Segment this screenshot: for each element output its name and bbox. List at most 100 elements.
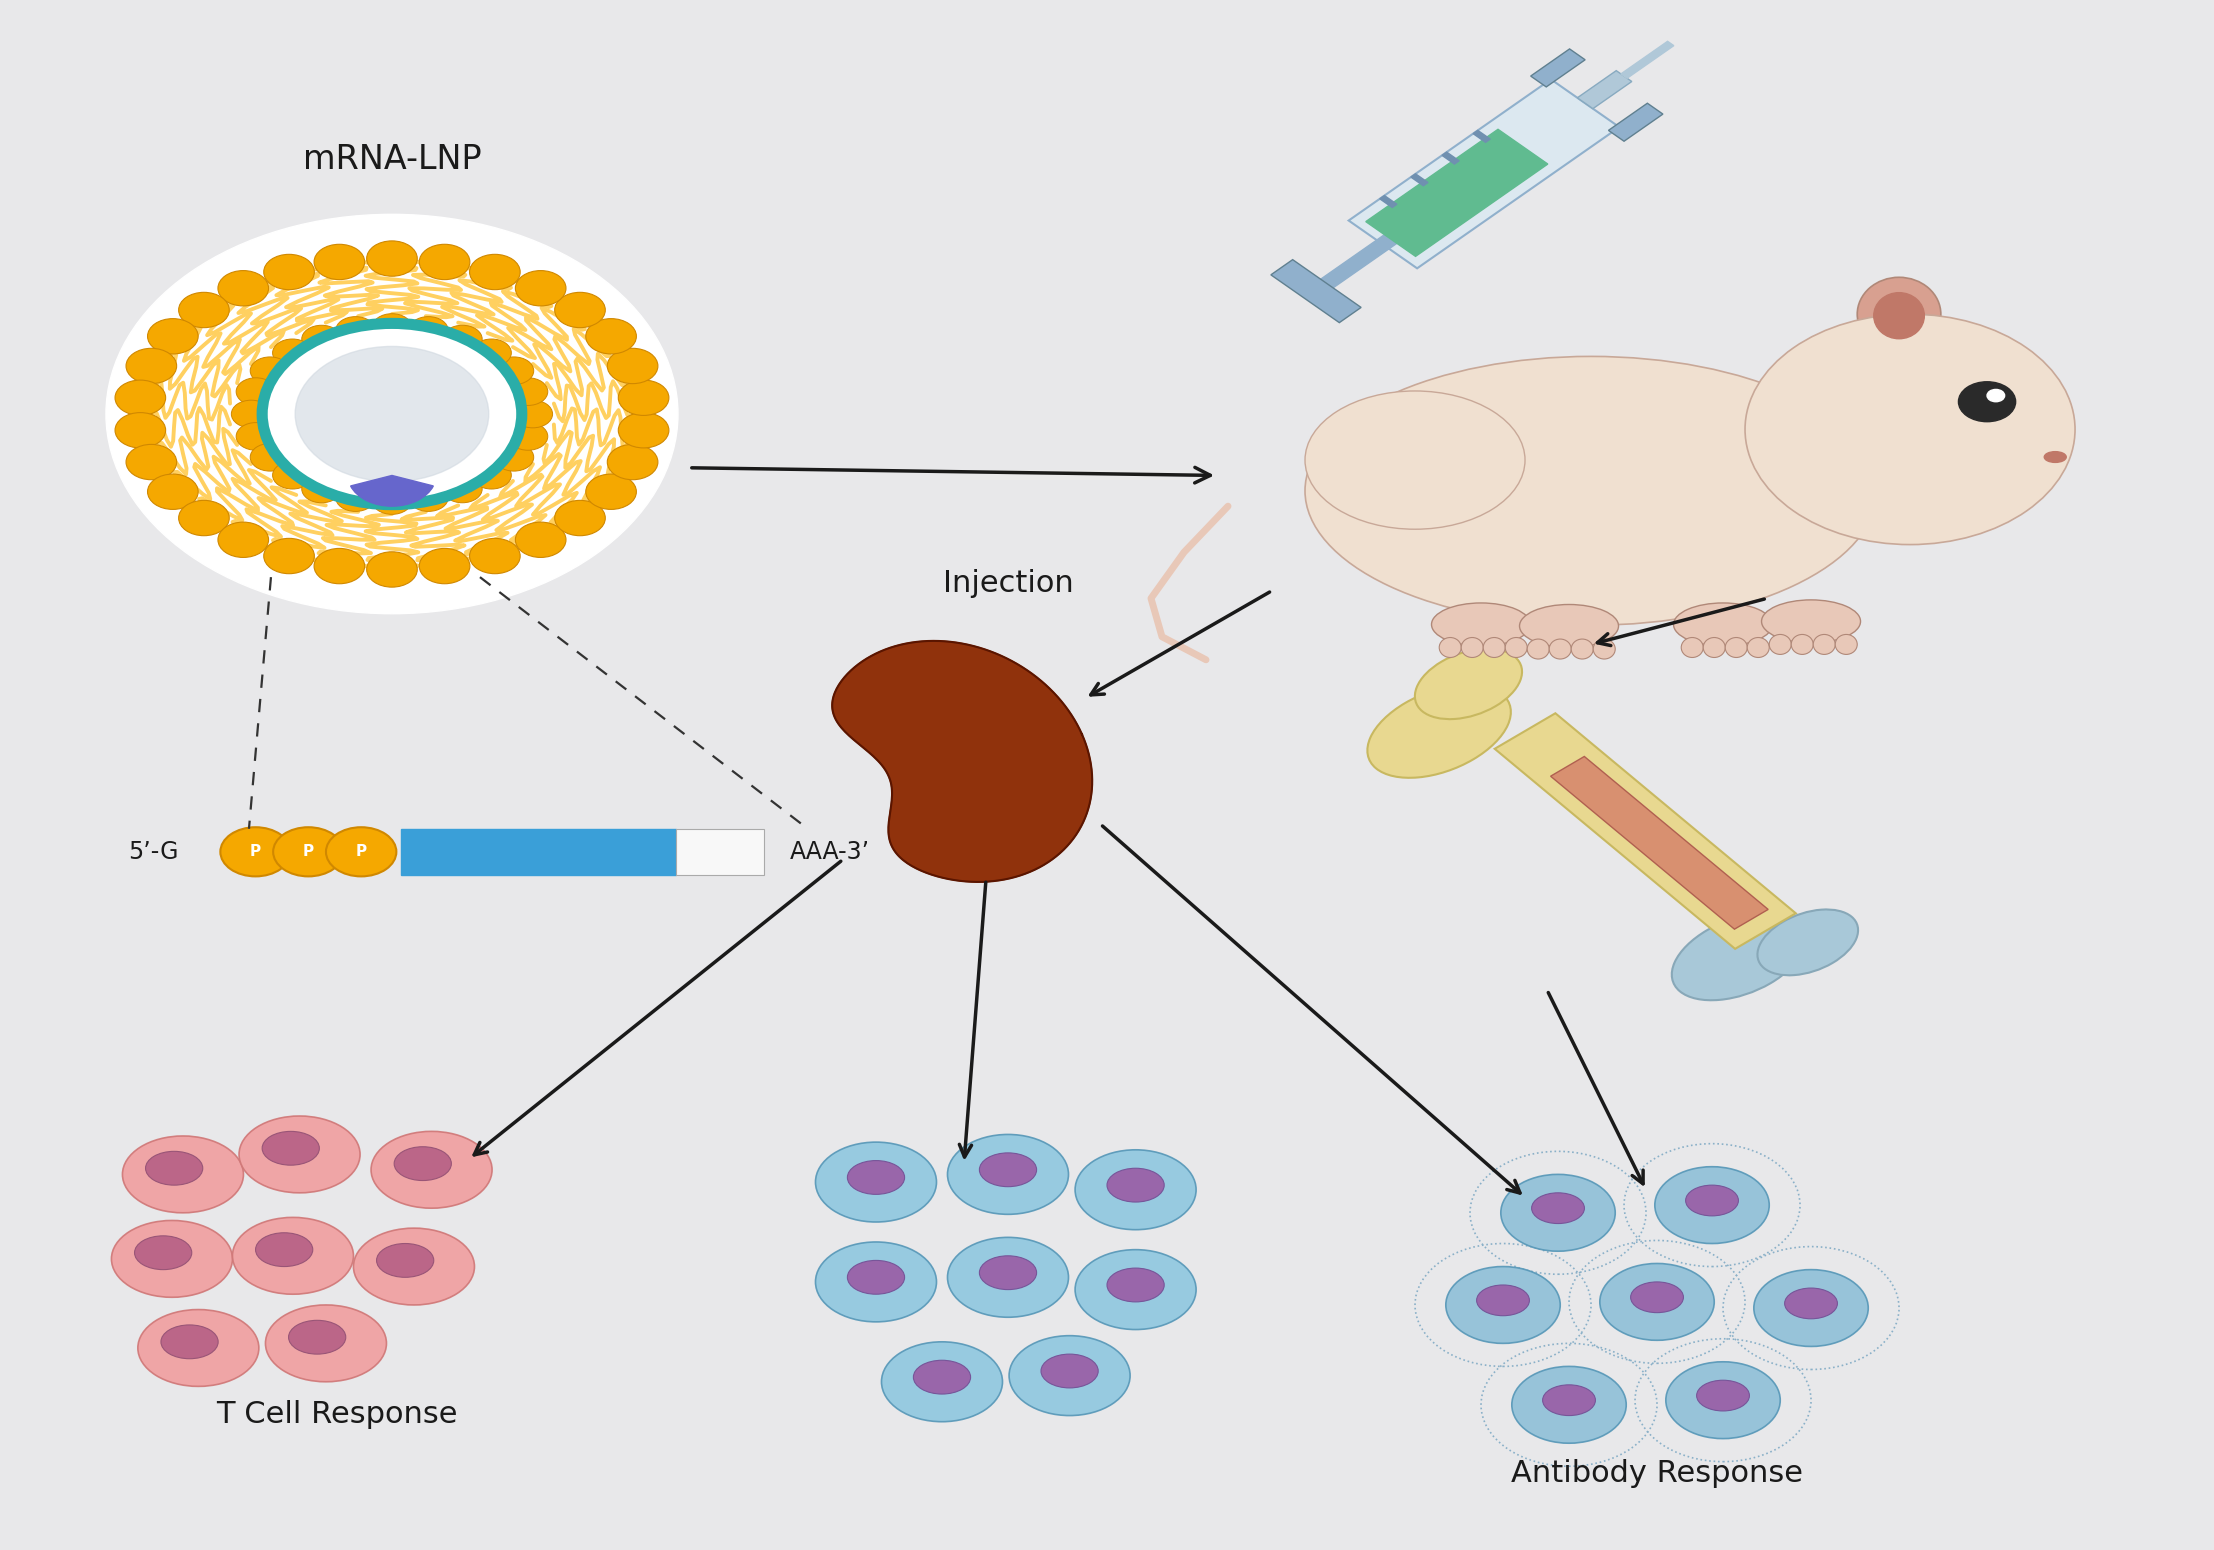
Circle shape [179, 501, 230, 536]
Ellipse shape [848, 1260, 906, 1294]
Ellipse shape [1368, 685, 1510, 778]
Ellipse shape [1685, 1186, 1738, 1215]
Ellipse shape [1572, 639, 1594, 659]
Ellipse shape [266, 1305, 387, 1381]
Ellipse shape [261, 1132, 319, 1166]
FancyBboxPatch shape [1576, 71, 1632, 108]
Circle shape [266, 327, 518, 502]
Ellipse shape [1665, 1362, 1780, 1438]
Circle shape [337, 316, 376, 344]
Ellipse shape [394, 1147, 452, 1181]
Ellipse shape [1483, 637, 1506, 657]
Circle shape [115, 380, 166, 415]
Text: mRNA-LNP: mRNA-LNP [303, 143, 480, 175]
Circle shape [237, 423, 277, 450]
Circle shape [494, 356, 534, 384]
Ellipse shape [2044, 451, 2066, 462]
Ellipse shape [1594, 639, 1616, 659]
Circle shape [337, 484, 376, 512]
Circle shape [1959, 381, 2015, 422]
Text: T Cell Response: T Cell Response [217, 1400, 458, 1429]
Circle shape [301, 326, 341, 353]
Ellipse shape [1477, 1285, 1530, 1316]
Circle shape [372, 487, 412, 515]
Circle shape [618, 412, 669, 448]
Circle shape [314, 549, 365, 584]
Ellipse shape [111, 1220, 232, 1297]
Circle shape [217, 271, 268, 305]
Ellipse shape [1672, 913, 1807, 1000]
Circle shape [410, 316, 447, 344]
Ellipse shape [1010, 1336, 1129, 1415]
Bar [1306, 234, 1397, 298]
Bar [401, 829, 675, 874]
Ellipse shape [1415, 649, 1521, 719]
Ellipse shape [848, 1161, 906, 1195]
Ellipse shape [948, 1237, 1069, 1318]
Circle shape [587, 474, 635, 510]
Circle shape [516, 271, 567, 305]
Ellipse shape [1304, 391, 1525, 529]
Ellipse shape [1107, 1268, 1165, 1302]
Ellipse shape [1674, 603, 1773, 646]
Ellipse shape [1550, 639, 1572, 659]
Circle shape [607, 349, 658, 384]
Circle shape [148, 319, 197, 353]
Ellipse shape [372, 1132, 492, 1207]
Text: 5’-G: 5’-G [128, 840, 179, 863]
Bar [1494, 713, 1796, 949]
Wedge shape [350, 476, 434, 507]
Circle shape [263, 538, 314, 574]
Ellipse shape [881, 1342, 1003, 1421]
Ellipse shape [137, 1310, 259, 1386]
Circle shape [556, 293, 604, 327]
Bar [675, 829, 764, 874]
Circle shape [115, 412, 166, 448]
Ellipse shape [815, 1142, 937, 1221]
Circle shape [618, 380, 669, 415]
Text: Antibody Response: Antibody Response [1510, 1459, 1802, 1488]
Circle shape [556, 501, 604, 536]
Ellipse shape [162, 1325, 219, 1359]
Circle shape [509, 378, 547, 406]
Ellipse shape [1769, 634, 1791, 654]
Circle shape [272, 828, 343, 876]
Ellipse shape [1747, 637, 1769, 657]
Circle shape [294, 346, 489, 482]
Circle shape [443, 326, 483, 353]
Circle shape [237, 378, 277, 406]
Bar [1410, 174, 1428, 186]
Ellipse shape [1762, 600, 1860, 643]
Bar [1550, 756, 1769, 928]
Circle shape [410, 484, 447, 512]
Bar [1379, 195, 1397, 208]
Circle shape [418, 549, 469, 584]
Bar [1441, 152, 1459, 164]
Circle shape [469, 254, 520, 290]
Ellipse shape [1532, 1194, 1585, 1223]
Circle shape [1745, 315, 2075, 544]
Circle shape [272, 462, 312, 488]
Ellipse shape [1107, 1169, 1165, 1203]
Circle shape [472, 462, 511, 488]
Circle shape [472, 339, 511, 367]
Ellipse shape [1753, 1269, 1869, 1347]
Circle shape [263, 254, 314, 290]
Circle shape [418, 245, 469, 279]
Ellipse shape [1519, 604, 1618, 648]
Ellipse shape [1696, 1380, 1749, 1410]
Bar [1271, 260, 1362, 322]
Circle shape [607, 445, 658, 479]
Ellipse shape [1813, 634, 1835, 654]
Text: Injection: Injection [943, 569, 1074, 598]
Circle shape [314, 245, 365, 279]
Ellipse shape [1446, 1266, 1561, 1344]
Circle shape [469, 538, 520, 574]
Circle shape [221, 828, 290, 876]
Bar [1530, 50, 1585, 87]
Ellipse shape [1439, 637, 1461, 657]
Ellipse shape [1076, 1150, 1196, 1229]
Bar [1366, 129, 1548, 256]
Circle shape [587, 319, 635, 353]
Circle shape [516, 522, 567, 558]
